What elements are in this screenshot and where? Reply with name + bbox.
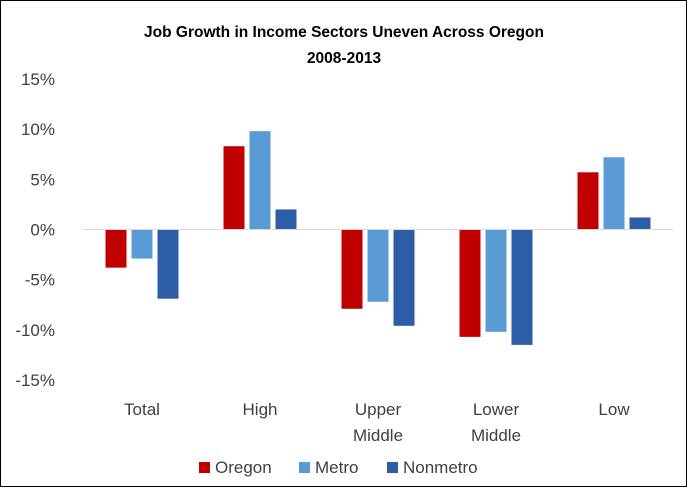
y-tick-label: 0% [30,221,55,240]
bar-nonmetro [275,209,297,230]
bar-oregon [105,229,127,268]
y-tick-label: -5% [25,271,55,290]
bar-nonmetro [629,217,651,230]
bar-metro [485,229,507,332]
legend-label-nonmetro: Nonmetro [403,458,478,477]
category-label: Total [124,400,160,419]
legend-label-oregon: Oregon [215,458,272,477]
bar-metro [249,131,271,230]
bar-nonmetro [393,229,415,326]
category-label: Low [598,400,630,419]
bar-metro [603,157,625,230]
bar-oregon [341,229,363,309]
y-tick-label: 5% [30,170,55,189]
y-tick-label: -15% [15,371,55,390]
category-label: Lower Middle [471,400,521,445]
bar-metro [131,229,153,259]
category-labels: Total High Upper Middle Lower Middle Low [124,400,630,445]
bar-nonmetro [511,229,533,345]
bar-oregon [223,146,245,230]
legend-label-metro: Metro [315,458,358,477]
y-tick-label: -10% [15,321,55,340]
y-axis-ticks: 15% 10% 5% 0% -5% -10% -15% [15,70,55,390]
legend-swatch-nonmetro [387,462,398,473]
bar-oregon [459,229,481,337]
legend-swatch-metro [299,462,310,473]
bar-oregon [577,172,599,230]
category-label: Upper Middle [353,400,403,445]
y-tick-label: 10% [21,120,55,139]
chart-subtitle: 2008-2013 [307,50,382,67]
legend-swatch-oregon [199,462,210,473]
legend: Oregon Metro Nonmetro [199,458,478,477]
bars [105,131,651,345]
bar-metro [367,229,389,302]
bar-nonmetro [157,229,179,299]
category-label: High [243,400,278,419]
chart-title: Job Growth in Income Sectors Uneven Acro… [144,24,544,41]
y-tick-label: 15% [21,70,55,89]
